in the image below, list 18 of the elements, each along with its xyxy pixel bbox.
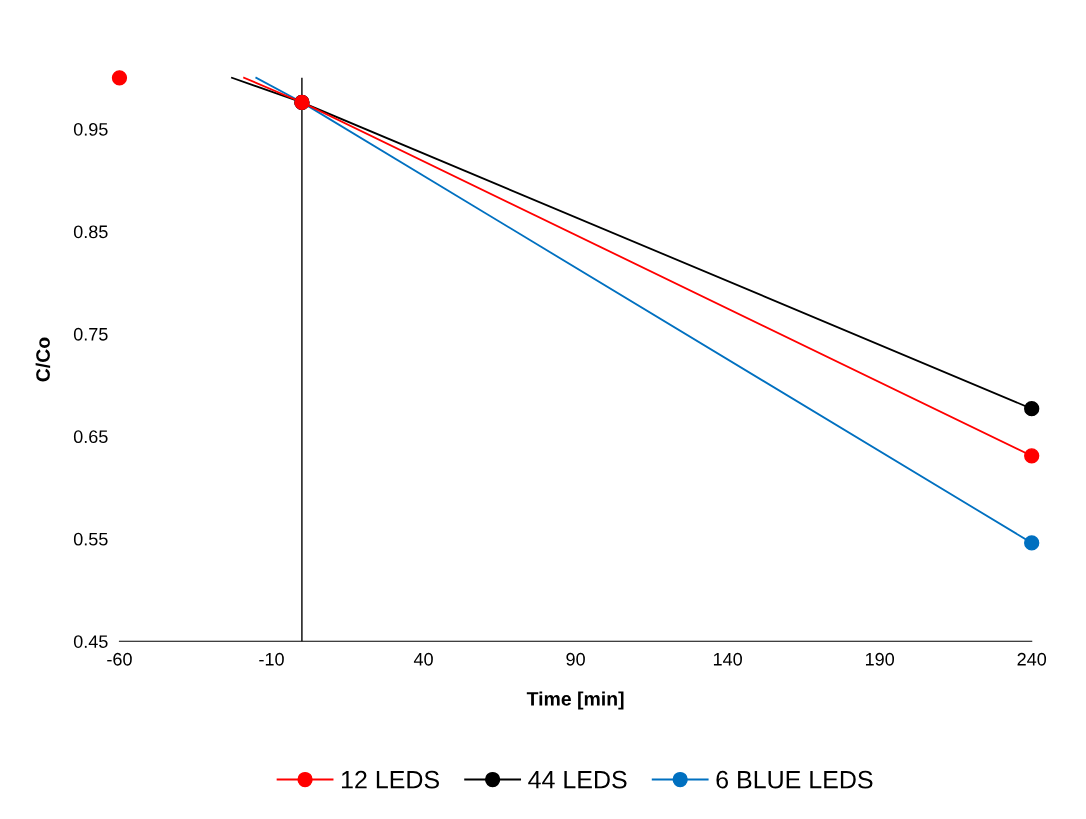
y-axis-title: C/Co	[35, 337, 51, 382]
legend-label: 12 LEDS	[341, 770, 439, 789]
legend-label: 44 LEDS	[528, 770, 627, 789]
y-tick-label: 0.85	[73, 225, 108, 239]
x-tick-label: 190	[865, 652, 895, 666]
y-tick-label: 0.75	[73, 327, 108, 341]
y-tick-label: 0.95	[73, 122, 108, 136]
x-axis-title: Time [min]	[526, 691, 624, 710]
x-tick-label: 140	[713, 652, 742, 666]
x-tick-label: -60	[107, 652, 132, 666]
legend-label: 6 BLUE LEDS	[716, 770, 873, 789]
x-tick-label: 240	[1017, 652, 1047, 666]
y-tick-label: 0.65	[73, 430, 108, 444]
y-tick-label: 0.45	[73, 635, 108, 648]
x-tick-label: -10	[259, 652, 284, 666]
y-tick-label: 0.55	[73, 532, 108, 546]
x-tick-label: 90	[566, 652, 585, 666]
x-tick-label: 40	[413, 652, 433, 666]
